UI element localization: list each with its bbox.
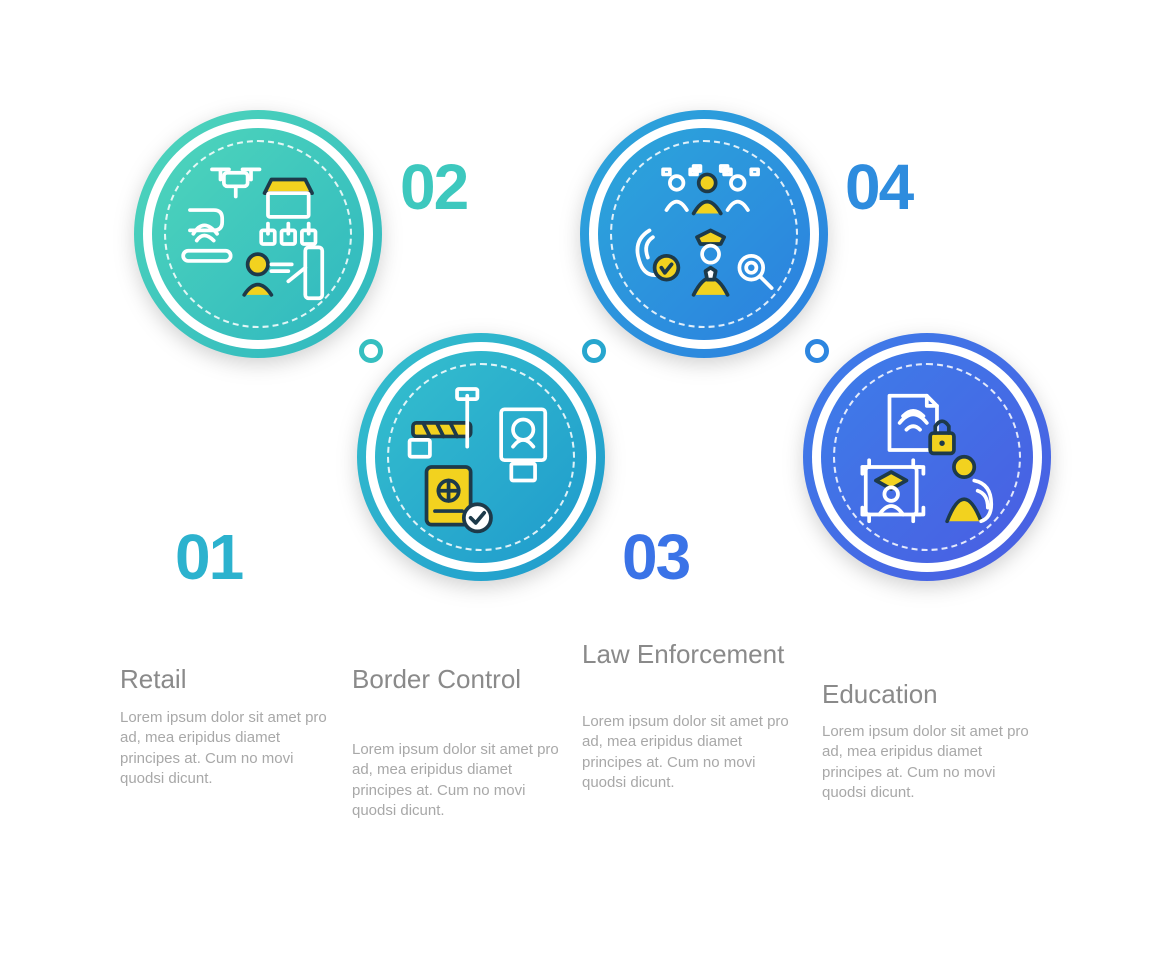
step-title-border: Border Control	[352, 665, 552, 695]
step-title-retail: Retail	[120, 665, 320, 695]
step-circle-retail	[134, 110, 382, 358]
step-number-border: 01	[175, 520, 242, 594]
step-number-law: 04	[845, 150, 912, 224]
step-title-education: Education	[822, 680, 1022, 710]
step-circle-education	[803, 333, 1051, 581]
connector-dot	[805, 339, 829, 363]
step-body-law: Lorem ipsum dolor sit amet pro ad, mea e…	[582, 712, 792, 793]
connector-dot	[359, 339, 383, 363]
step-number-retail: 02	[400, 150, 467, 224]
connector-dot	[582, 339, 606, 363]
step-title-law: Law Enforcement	[582, 640, 802, 670]
step-circle-border	[357, 333, 605, 581]
infographic-canvas: 02	[0, 0, 1176, 980]
step-body-border: Lorem ipsum dolor sit amet pro ad, mea e…	[352, 740, 562, 821]
step-body-retail: Lorem ipsum dolor sit amet pro ad, mea e…	[120, 708, 330, 789]
step-body-education: Lorem ipsum dolor sit amet pro ad, mea e…	[822, 722, 1032, 803]
step-number-education: 03	[622, 520, 689, 594]
step-circle-law	[580, 110, 828, 358]
